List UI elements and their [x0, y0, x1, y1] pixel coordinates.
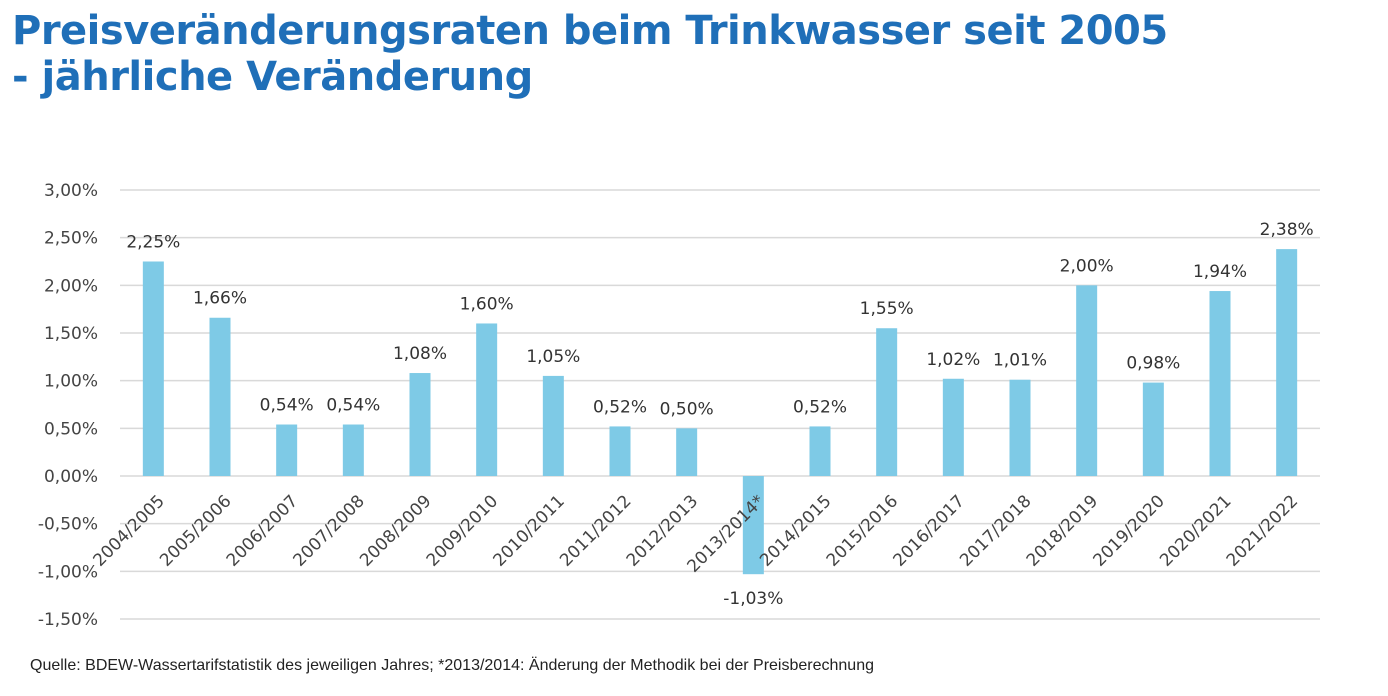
y-tick-label: 0,00% [44, 467, 98, 487]
data-label: 0,98% [1126, 354, 1180, 374]
x-category-label: 2019/2020 [1089, 491, 1168, 570]
data-label: 2,25% [126, 233, 180, 253]
data-label: 0,52% [793, 397, 847, 417]
y-tick-label: 1,50% [44, 324, 98, 344]
data-label: 1,66% [193, 289, 247, 309]
bar [342, 424, 364, 476]
bar [1009, 379, 1031, 476]
data-label: -1,03% [723, 589, 783, 609]
y-tick-label: -0,50% [38, 515, 98, 535]
x-axis-category-labels: 2004/20052005/20062006/20072007/20082008… [89, 491, 1302, 576]
data-label: 1,01% [993, 351, 1047, 371]
bar [809, 426, 831, 476]
bar [1276, 249, 1298, 476]
bar [676, 428, 698, 476]
y-tick-label: -1,00% [38, 562, 98, 582]
data-label: 1,94% [1193, 262, 1247, 282]
source-footnote: Quelle: BDEW-Wassertarifstatistik des je… [30, 657, 874, 674]
data-label: 1,05% [526, 347, 580, 367]
data-label: 2,38% [1260, 220, 1314, 240]
bar [409, 373, 431, 476]
bar [942, 378, 964, 476]
data-label: 0,54% [260, 396, 314, 416]
data-label: 1,08% [393, 344, 447, 364]
x-category-label: 2010/2011 [489, 491, 568, 570]
x-category-label: 2014/2015 [756, 491, 835, 570]
bar [209, 317, 231, 476]
bar [142, 261, 164, 476]
y-tick-label: 2,50% [44, 229, 98, 249]
chart-title: Preisveränderungsraten beim Trinkwasser … [12, 8, 1168, 100]
x-category-label: 2011/2012 [556, 491, 635, 570]
chart-title-line-2: - jährliche Veränderung [12, 54, 533, 100]
data-label: 2,00% [1060, 256, 1114, 276]
bar [276, 424, 298, 476]
data-label: 0,54% [326, 396, 380, 416]
data-labels: 2,25% 1,66% 0,54% 0,54% 1,08% 1,60% 1,05% 0,52%… [126, 220, 1313, 609]
y-tick-label: -1,50% [38, 610, 98, 630]
bar [542, 375, 564, 476]
data-label: 0,50% [660, 399, 714, 419]
x-category-label: 2016/2017 [889, 491, 968, 570]
y-axis-tick-labels: -1,50% -1,00% -0,50% 0,00% 0,50% 1,00% 1,50% 2,… [38, 181, 98, 630]
y-tick-label: 3,00% [44, 181, 98, 201]
x-category-label: 2015/2016 [823, 491, 902, 570]
x-category-label: 2009/2010 [423, 491, 502, 570]
bar [1142, 382, 1164, 476]
x-category-label: 2021/2022 [1223, 491, 1302, 570]
chart-title-line-1: Preisveränderungsraten beim Trinkwasser … [12, 8, 1168, 54]
x-category-label: 2006/2007 [223, 491, 302, 570]
data-label: 1,55% [860, 299, 914, 319]
x-category-label: 2018/2019 [1023, 491, 1102, 570]
gridlines [120, 189, 1320, 620]
x-category-label: 2017/2018 [956, 491, 1035, 570]
bars [142, 249, 1298, 575]
x-category-label: 2005/2006 [156, 491, 235, 570]
bar [742, 476, 764, 575]
x-category-label: 2008/2009 [356, 491, 435, 570]
x-category-label: 2004/2005 [89, 491, 168, 570]
data-label: 1,60% [460, 294, 514, 314]
x-category-label: 2007/2008 [289, 491, 368, 570]
bar [476, 323, 498, 476]
bar [609, 426, 631, 476]
y-tick-label: 1,00% [44, 372, 98, 392]
y-tick-label: 2,00% [44, 276, 98, 296]
y-tick-label: 0,50% [44, 419, 98, 439]
bar [1076, 285, 1098, 476]
data-label: 1,02% [926, 350, 980, 370]
data-label: 0,52% [593, 397, 647, 417]
bar [876, 328, 898, 476]
x-category-label: 2020/2021 [1156, 491, 1235, 570]
bar [1209, 291, 1231, 476]
